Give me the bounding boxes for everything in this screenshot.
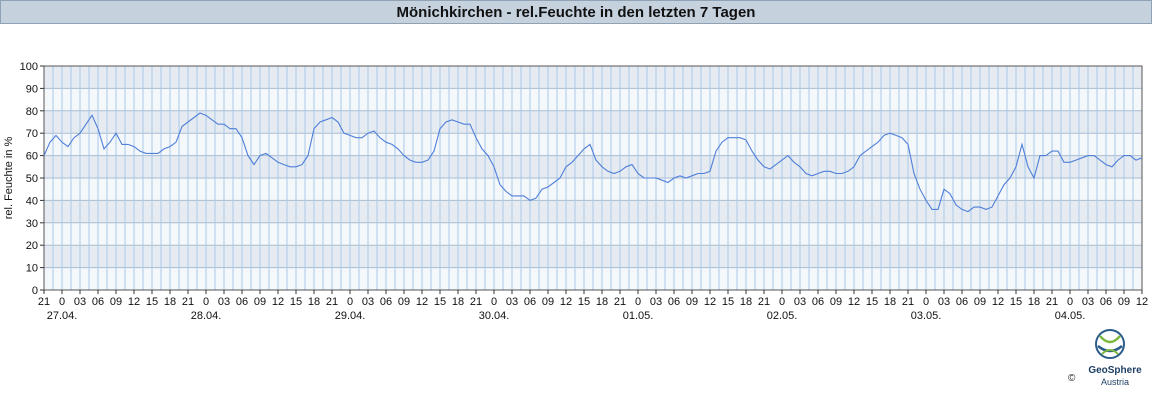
y-tick-label: 10 <box>26 263 38 275</box>
logo-subname: Austria <box>1100 377 1129 387</box>
x-tick-label: 12 <box>272 296 284 308</box>
x-tick-label: 06 <box>92 296 104 308</box>
x-tick-label: 15 <box>146 296 158 308</box>
x-tick-label: 09 <box>110 296 122 308</box>
y-tick-label: 90 <box>26 83 38 95</box>
y-tick-label: 60 <box>26 151 38 163</box>
y-tick-label: 20 <box>26 240 38 252</box>
x-tick-label: 06 <box>380 296 392 308</box>
x-tick-label: 0 <box>491 296 497 308</box>
y-tick-label: 40 <box>26 195 38 207</box>
x-tick-label: 03 <box>506 296 518 308</box>
x-tick-label: 21 <box>902 296 914 308</box>
y-tick-label: 100 <box>20 61 38 73</box>
x-tick-label: 18 <box>308 296 320 308</box>
x-tick-label: 12 <box>848 296 860 308</box>
date-label: 01.05. <box>623 310 654 322</box>
x-axis: 21 0 03 06 09 12 15 18 21 0 03 06 09 12 15 18 21 0 03 06 09 1… <box>38 290 1148 322</box>
x-tick-label: 21 <box>758 296 770 308</box>
x-tick-label: 12 <box>1136 296 1148 308</box>
y-tick-label: 0 <box>32 285 38 297</box>
x-tick-label: 12 <box>416 296 428 308</box>
x-tick-label: 15 <box>1010 296 1022 308</box>
x-tick-label: 18 <box>740 296 752 308</box>
x-tick-label: 18 <box>596 296 608 308</box>
date-label: 27.04. <box>47 310 78 322</box>
chart-title: Mönichkirchen - rel.Feuchte in den letzt… <box>0 0 1152 24</box>
y-axis: 0 10 20 30 40 50 60 70 80 90 100 <box>20 61 44 297</box>
y-tick-label: 50 <box>26 173 38 185</box>
x-tick-label: 0 <box>347 296 353 308</box>
x-tick-label: 03 <box>1082 296 1094 308</box>
x-tick-label: 21 <box>470 296 482 308</box>
x-tick-label: 06 <box>668 296 680 308</box>
x-tick-label: 18 <box>452 296 464 308</box>
date-label: 02.05. <box>767 310 798 322</box>
x-tick-label: 06 <box>236 296 248 308</box>
x-tick-label: 12 <box>992 296 1004 308</box>
x-tick-label: 21 <box>614 296 626 308</box>
x-tick-label: 0 <box>59 296 65 308</box>
x-tick-label: 15 <box>434 296 446 308</box>
x-tick-label: 09 <box>542 296 554 308</box>
x-tick-label: 15 <box>290 296 302 308</box>
x-tick-label: 18 <box>1028 296 1040 308</box>
x-tick-label: 15 <box>866 296 878 308</box>
geosphere-logo-icon <box>1095 329 1125 359</box>
x-tick-label: 06 <box>524 296 536 308</box>
x-tick-label: 0 <box>779 296 785 308</box>
y-tick-label: 80 <box>26 106 38 118</box>
x-tick-label: 12 <box>704 296 716 308</box>
x-tick-label: 21 <box>1046 296 1058 308</box>
x-tick-label: 03 <box>218 296 230 308</box>
x-tick-label: 09 <box>398 296 410 308</box>
x-tick-label: 03 <box>938 296 950 308</box>
x-tick-label: 0 <box>203 296 209 308</box>
x-tick-label: 21 <box>38 296 50 308</box>
x-tick-label: 18 <box>884 296 896 308</box>
x-tick-label: 09 <box>974 296 986 308</box>
x-tick-label: 03 <box>362 296 374 308</box>
x-tick-label: 21 <box>326 296 338 308</box>
date-label: 03.05. <box>911 310 942 322</box>
x-tick-label: 03 <box>650 296 662 308</box>
x-tick-label: 09 <box>254 296 266 308</box>
x-tick-label: 06 <box>956 296 968 308</box>
series-line-humidity <box>43 112 1143 213</box>
y-tick-label: 30 <box>26 218 38 230</box>
x-tick-label: 12 <box>128 296 140 308</box>
x-tick-label: 06 <box>812 296 824 308</box>
date-label: 29.04. <box>335 310 366 322</box>
x-tick-label: 09 <box>830 296 842 308</box>
x-tick-label: 15 <box>578 296 590 308</box>
date-label: 30.04. <box>479 310 510 322</box>
x-tick-label: 03 <box>74 296 86 308</box>
x-tick-label: 12 <box>560 296 572 308</box>
x-tick-label: 09 <box>1118 296 1130 308</box>
x-tick-label: 0 <box>923 296 929 308</box>
x-tick-label: 18 <box>164 296 176 308</box>
date-label: 28.04. <box>191 310 222 322</box>
y-tick-label: 70 <box>26 128 38 140</box>
date-label: 04.05. <box>1055 310 1086 322</box>
copyright-symbol: © <box>1068 373 1076 384</box>
y-axis-label: rel. Feuchte in % <box>3 137 15 220</box>
x-tick-label: 21 <box>182 296 194 308</box>
x-tick-label: 03 <box>794 296 806 308</box>
x-tick-label: 0 <box>635 296 641 308</box>
x-tick-label: 0 <box>1067 296 1073 308</box>
x-tick-label: 09 <box>686 296 698 308</box>
x-tick-label: 06 <box>1100 296 1112 308</box>
logo-name: GeoSphere <box>1088 365 1142 376</box>
x-tick-label: 15 <box>722 296 734 308</box>
